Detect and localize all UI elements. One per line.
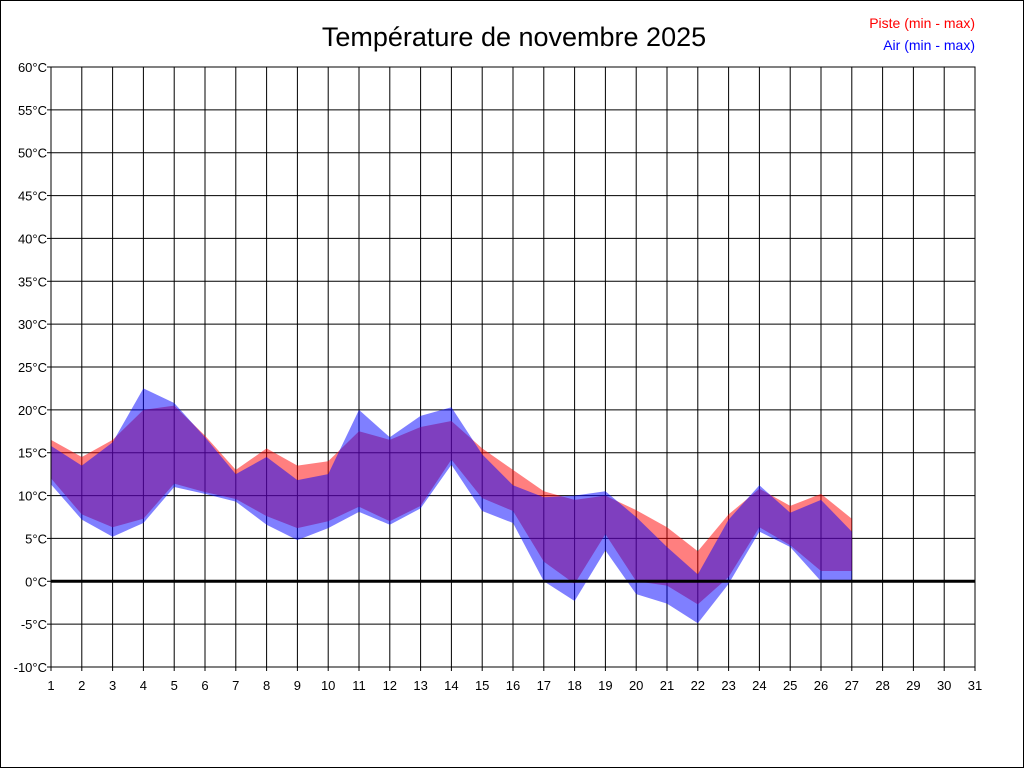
x-tick-label: 3	[109, 678, 116, 693]
y-tick-label: 40°C	[18, 231, 47, 246]
x-tick-label: 20	[629, 678, 643, 693]
x-tick-label: 8	[263, 678, 270, 693]
x-tick-label: 11	[352, 678, 366, 693]
x-tick-label: 13	[413, 678, 427, 693]
y-tick-label: 5°C	[25, 531, 47, 546]
y-tick-label: 15°C	[18, 446, 47, 461]
x-tick-label: 6	[201, 678, 208, 693]
air-range-band	[51, 388, 852, 624]
y-tick-label: 45°C	[18, 189, 47, 204]
x-tick-label: 27	[845, 678, 859, 693]
x-tick-label: 23	[721, 678, 735, 693]
x-tick-label: 17	[537, 678, 551, 693]
x-tick-label: 2	[78, 678, 85, 693]
x-tick-label: 30	[937, 678, 951, 693]
y-tick-label: 10°C	[18, 489, 47, 504]
x-tick-label: 24	[752, 678, 766, 693]
y-tick-label: 25°C	[18, 360, 47, 375]
x-tick-label: 7	[232, 678, 239, 693]
x-tick-label: 5	[171, 678, 178, 693]
y-tick-label: 35°C	[18, 274, 47, 289]
y-tick-label: 30°C	[18, 317, 47, 332]
series-areas	[51, 388, 852, 624]
y-tick-label: 55°C	[18, 103, 47, 118]
x-tick-label: 29	[906, 678, 920, 693]
x-tick-label: 14	[444, 678, 458, 693]
x-tick-label: 31	[968, 678, 982, 693]
y-tick-label: -10°C	[14, 660, 47, 675]
x-tick-label: 18	[567, 678, 581, 693]
y-tick-label: 0°C	[25, 574, 47, 589]
x-tick-label: 9	[294, 678, 301, 693]
x-tick-label: 28	[875, 678, 889, 693]
chart-title: Température de novembre 2025	[322, 22, 706, 52]
plot-border	[50, 66, 976, 668]
y-tick-label: 50°C	[18, 146, 47, 161]
y-tick-label: -5°C	[21, 617, 47, 632]
legend-entry-piste: Piste (min - max)	[869, 15, 975, 31]
legend-entry-air: Air (min - max)	[883, 37, 975, 53]
x-tick-label: 25	[783, 678, 797, 693]
x-tick-label: 4	[140, 678, 147, 693]
x-tick-label: 1	[47, 678, 54, 693]
axes: 1 2 3 4 5 6 7 8 9 10 11 12 13 14 15 16 17 18 19 20 21 22 23 24 2…	[14, 60, 983, 693]
y-tick-label: 20°C	[18, 403, 47, 418]
x-tick-label: 21	[660, 678, 674, 693]
x-tick-label: 16	[506, 678, 520, 693]
x-tick-label: 10	[321, 678, 335, 693]
y-tick-label: 60°C	[18, 60, 47, 75]
x-tick-label: 22	[691, 678, 705, 693]
x-tick-label: 15	[475, 678, 489, 693]
x-tick-label: 19	[598, 678, 612, 693]
x-tick-label: 12	[383, 678, 397, 693]
x-tick-label: 26	[814, 678, 828, 693]
